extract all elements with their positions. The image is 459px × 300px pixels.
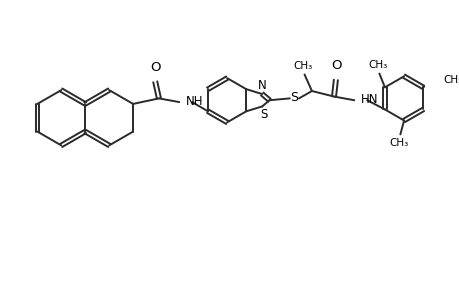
Text: HN: HN — [360, 93, 377, 106]
Text: S: S — [290, 91, 298, 104]
Text: CH₃: CH₃ — [442, 75, 459, 85]
Text: S: S — [260, 108, 267, 121]
Text: CH₃: CH₃ — [292, 61, 312, 71]
Text: CH₃: CH₃ — [388, 138, 407, 148]
Text: NH: NH — [185, 95, 203, 108]
Text: N: N — [257, 79, 266, 92]
Text: CH₃: CH₃ — [367, 60, 386, 70]
Text: O: O — [331, 59, 341, 72]
Text: O: O — [150, 61, 160, 74]
